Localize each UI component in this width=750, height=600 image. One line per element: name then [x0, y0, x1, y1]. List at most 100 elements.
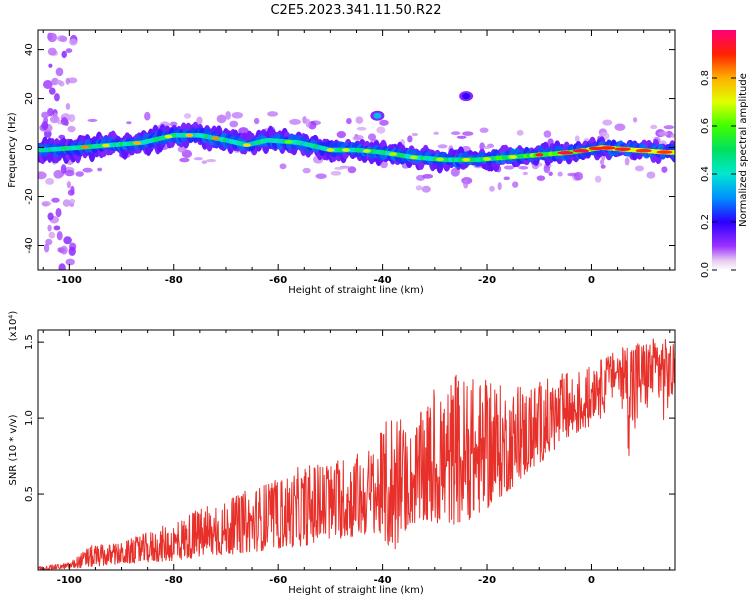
x-tick-label: -20 — [478, 575, 496, 586]
heatmap-noise-cell — [60, 164, 67, 175]
heatmap-noise-cell — [450, 167, 460, 177]
heatmap-noise-cell — [557, 171, 563, 177]
y-tick-label: -20 — [24, 188, 35, 204]
heatmap-noise-cell — [205, 158, 217, 163]
heatmap-noise-cell — [536, 175, 546, 181]
snr-x-ticks: -100 -80 -60 -40 -20 0 — [42, 330, 671, 586]
heatmap-noise-cell — [421, 185, 431, 193]
snr-y-axis-label: SNR (10 * v/v) — [8, 414, 19, 485]
heatmap-noise-cell — [479, 142, 485, 151]
heatmap-noise-cell — [48, 231, 56, 239]
heatmap-noise-cell — [624, 157, 630, 166]
heatmap-noise-cell — [64, 169, 75, 177]
heatmap-noise-cell — [225, 111, 232, 120]
heatmap-noise-cell — [126, 121, 132, 125]
heatmap-x-axis-label: Height of straight line (km) — [288, 285, 424, 296]
heatmap-noise-cell — [48, 63, 53, 68]
heatmap-noise-cell — [67, 77, 78, 84]
heatmap-noise-cell — [201, 160, 208, 164]
heatmap-x-ticks: -100 -80 -60 -40 -20 0 — [42, 30, 671, 286]
heatmap-noise-cell — [548, 171, 553, 176]
colorbar-tick-label: 0.0 — [700, 262, 711, 278]
heatmap-noise-cell — [231, 111, 244, 119]
heatmap-noise-cell — [67, 125, 76, 133]
heatmap-noise-cell — [543, 164, 551, 174]
heatmap-noise-cell — [65, 77, 70, 85]
heatmap-hot-cell — [284, 140, 293, 144]
heatmap-noise-cell — [463, 179, 469, 189]
heatmap-noise-cell — [661, 166, 668, 173]
heatmap-noise-cell — [376, 126, 386, 134]
heatmap-noise-cell — [177, 146, 187, 153]
colorbar-fill — [712, 30, 736, 270]
x-tick-label: -80 — [165, 275, 183, 286]
heatmap-noise-cell — [55, 67, 64, 77]
heatmap-hot-cell — [389, 152, 398, 156]
heatmap-hot-cell — [436, 157, 445, 162]
x-tick-label: -100 — [57, 575, 82, 586]
heatmap-spot — [462, 93, 471, 100]
heatmap-noise-cell — [336, 131, 346, 139]
heatmap-noise-cell — [179, 157, 190, 163]
heatmap-noise-cell — [63, 236, 72, 245]
colorbar-label: Normalized spectral amplitude — [738, 73, 749, 227]
heatmap-noise-cell — [330, 170, 342, 176]
heatmap-noise-cell — [47, 212, 54, 221]
heatmap-noise-cell — [41, 121, 49, 130]
heatmap-noise-cell — [479, 127, 489, 133]
heatmap-noise-cell — [305, 118, 311, 128]
heatmap-noise-cell — [144, 111, 151, 121]
heatmap-noise-cell — [47, 224, 52, 232]
x-tick-label: 0 — [588, 275, 595, 286]
heatmap-hot-cell — [509, 155, 518, 159]
heatmap-noise-cell — [65, 258, 75, 266]
heatmap-hot-cell — [535, 153, 544, 157]
heatmap-noise-cell — [55, 207, 62, 218]
heatmap-noise-cell — [53, 169, 64, 179]
heatmap-noise-cell — [450, 131, 461, 136]
heatmap-noise-cell — [503, 176, 510, 181]
heatmap-noise-cell — [267, 111, 279, 117]
heatmap-noise-cell — [56, 79, 63, 85]
heatmap-y-axis-label: Frequency (Hz) — [7, 112, 18, 188]
heatmap-noise-cell — [47, 32, 58, 43]
heatmap-hot-cell — [483, 157, 492, 161]
heatmap-noise-cell — [407, 135, 413, 143]
colorbar-tick-label: 0.6 — [700, 118, 711, 134]
heatmap-marks — [38, 32, 675, 270]
y-tick-label: -40 — [24, 237, 35, 253]
heatmap-noise-cell — [43, 243, 50, 253]
heatmap-noise-cell — [573, 171, 584, 181]
heatmap-noise-cell — [367, 133, 377, 141]
heatmap-noise-cell — [346, 118, 352, 125]
heatmap-noise-cell — [347, 166, 357, 174]
heatmap-noise-cell — [66, 181, 72, 189]
heatmap-noise-cell — [614, 123, 626, 131]
heatmap-noise-cell — [456, 135, 467, 139]
heatmap-noise-cell — [600, 164, 606, 169]
heatmap-noise-cell — [334, 166, 344, 170]
heatmap-hot-cell — [557, 151, 574, 155]
heatmap-noise-cell — [483, 146, 491, 150]
heatmap-panel: -100 -80 -60 -40 -20 0 40 20 0 -20 -40 Height of … — [7, 29, 676, 296]
heatmap-noise-cell — [302, 167, 311, 174]
heatmap-noise-cell — [41, 111, 50, 119]
heatmap-noise-cell — [87, 118, 98, 123]
colorbar-ticks: 0.0 0.2 0.4 0.6 0.8 — [700, 70, 736, 278]
heatmap-noise-cell — [289, 118, 301, 125]
heatmap-noise-cell — [47, 47, 57, 56]
heatmap-noise-cell — [216, 114, 227, 124]
y-tick-label: 1.5 — [24, 334, 35, 350]
snr-x-axis-label: Height of straight line (km) — [288, 585, 424, 596]
heatmap-noise-cell — [196, 116, 203, 125]
heatmap-y-ticks: 40 20 0 -20 -40 — [24, 43, 675, 254]
heatmap-noise-cell — [602, 119, 613, 126]
heatmap-noise-cell — [68, 114, 76, 123]
heatmap-hot-cell — [635, 148, 652, 153]
x-tick-label: -60 — [269, 275, 287, 286]
heatmap-noise-cell — [56, 231, 63, 241]
heatmap-noise-cell — [48, 87, 56, 95]
heatmap-noise-cell — [59, 35, 68, 43]
x-tick-label: -40 — [374, 575, 392, 586]
y-tick-label: 0 — [24, 144, 35, 150]
